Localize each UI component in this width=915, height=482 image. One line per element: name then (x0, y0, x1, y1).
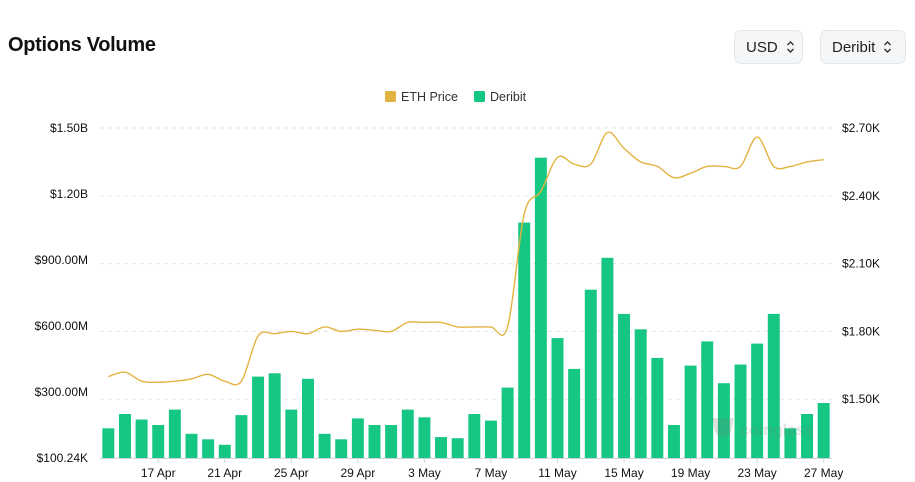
bar[interactable] (401, 409, 414, 458)
bar[interactable] (118, 414, 131, 458)
x-tick-label: 25 Apr (274, 466, 309, 480)
bar[interactable] (717, 383, 730, 458)
legend-label: ETH Price (401, 90, 458, 104)
bar[interactable] (701, 341, 714, 458)
x-tick-label: 29 Apr (341, 466, 376, 480)
bar[interactable] (801, 414, 814, 458)
bar[interactable] (168, 409, 181, 458)
exchange-select-value: Deribit (832, 38, 876, 56)
bar[interactable] (601, 257, 614, 458)
y-axis-left: $100.24K $300.00M $600.00M $900.00M $1.20B $1… (35, 121, 88, 465)
bar[interactable] (252, 376, 265, 458)
x-axis: 17 Apr 21 Apr 25 Apr 29 Apr 3 May 7 May 11 May… (100, 458, 843, 480)
y-left-tick-label: $1.50B (50, 121, 88, 135)
y-left-tick-label: $900.00M (35, 253, 88, 267)
y-right-tick-label: $1.80K (842, 324, 880, 338)
y-axis-right: $1.50K $1.80K $2.10K $2.40K $2.70K (842, 121, 880, 406)
chevron-updown-icon (883, 40, 892, 54)
bar[interactable] (152, 425, 165, 458)
bar[interactable] (584, 289, 597, 458)
bar[interactable] (102, 428, 115, 458)
legend-label: Deribit (490, 90, 527, 104)
y-right-tick-label: $2.10K (842, 257, 880, 271)
x-tick-label: 7 May (475, 466, 508, 480)
coinglass-watermark: coinglass (712, 418, 814, 439)
bar[interactable] (618, 313, 631, 458)
bar[interactable] (767, 313, 780, 458)
bar[interactable] (218, 444, 231, 458)
bar[interactable] (451, 438, 464, 458)
chevron-updown-icon (786, 40, 795, 54)
y-right-tick-label: $1.50K (842, 392, 880, 406)
legend-swatch (385, 91, 396, 102)
x-tick-label: 3 May (408, 466, 441, 480)
bar[interactable] (518, 222, 531, 458)
x-tick-label: 21 Apr (207, 466, 242, 480)
legend-item-eth-price[interactable]: ETH Price (385, 90, 458, 104)
bar[interactable] (202, 439, 215, 458)
bar[interactable] (751, 343, 764, 458)
y-left-tick-label: $1.20B (50, 187, 88, 201)
y-left-tick-label: $300.00M (35, 385, 88, 399)
y-left-tick-label: $100.24K (37, 451, 88, 465)
x-tick-label: 19 May (671, 466, 710, 480)
legend-item-deribit[interactable]: Deribit (474, 90, 527, 104)
x-tick-label: 23 May (737, 466, 776, 480)
logo-shape (712, 418, 734, 437)
bar[interactable] (667, 425, 680, 458)
coinglass-logo-icon: coinglass (712, 418, 814, 439)
bar[interactable] (418, 417, 431, 458)
bar[interactable] (634, 329, 647, 458)
chart-grid (100, 127, 832, 400)
bar[interactable] (268, 373, 281, 458)
watermark-text: coinglass (740, 422, 814, 439)
bar[interactable] (817, 403, 830, 458)
y-left-tick-label: $600.00M (35, 319, 88, 333)
legend-swatch (474, 91, 485, 102)
bar[interactable] (734, 364, 747, 459)
bar[interactable] (318, 433, 331, 458)
bar[interactable] (651, 357, 664, 458)
bar[interactable] (435, 437, 448, 458)
chart-legend[interactable]: ETH Price Deribit (385, 90, 527, 104)
y-right-tick-label: $2.70K (842, 121, 880, 135)
bar[interactable] (551, 338, 564, 458)
exchange-select[interactable]: Deribit (820, 30, 906, 64)
bar[interactable] (351, 418, 364, 458)
bar[interactable] (301, 378, 314, 458)
bar[interactable] (335, 439, 348, 458)
bar[interactable] (784, 428, 797, 458)
bar[interactable] (568, 368, 581, 458)
x-tick-label: 17 Apr (141, 466, 176, 480)
x-tick-label: 15 May (604, 466, 643, 480)
bar[interactable] (385, 425, 398, 458)
bar[interactable] (235, 415, 248, 458)
bar[interactable] (368, 425, 381, 458)
currency-select-value: USD (746, 38, 778, 56)
x-tick-label: 11 May (538, 466, 576, 480)
y-right-tick-label: $2.40K (842, 189, 880, 203)
bar[interactable] (185, 433, 198, 458)
bar[interactable] (484, 420, 497, 458)
bar[interactable] (135, 419, 148, 459)
bar[interactable] (501, 387, 514, 458)
bar[interactable] (684, 365, 697, 458)
currency-select[interactable]: USD (734, 30, 803, 64)
deribit-bars[interactable] (102, 157, 830, 459)
eth-price-line[interactable] (108, 131, 824, 386)
bar[interactable] (534, 157, 547, 458)
bar[interactable] (285, 409, 298, 458)
page-title: Options Volume (8, 34, 156, 56)
x-tick-label: 27 May (804, 466, 843, 480)
eth-price-path[interactable] (108, 131, 824, 386)
bar[interactable] (468, 414, 481, 458)
